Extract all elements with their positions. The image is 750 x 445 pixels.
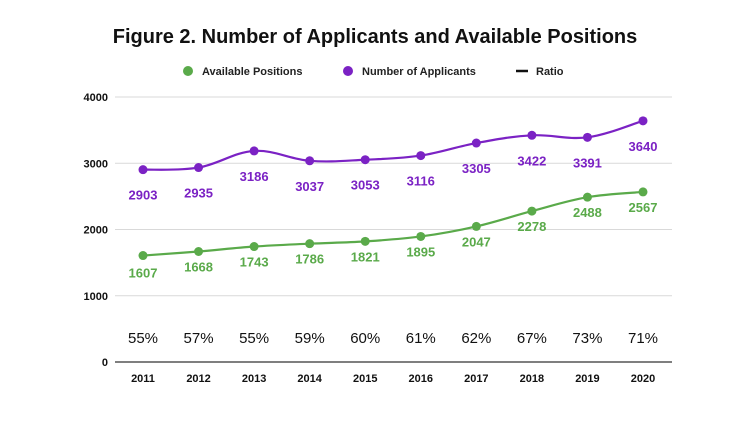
available-positions-point <box>471 221 481 231</box>
applicants-data-label: 3037 <box>295 179 324 194</box>
available-positions-point <box>305 239 315 249</box>
applicants-data-label: 3116 <box>407 174 435 189</box>
ratio-label: 67% <box>517 330 547 347</box>
available-positions-data-label: 1743 <box>240 255 269 270</box>
ratio-label: 62% <box>461 330 491 347</box>
applicants-point <box>194 163 204 173</box>
available-positions-data-label: 1668 <box>184 259 213 274</box>
applicants-data-label: 3391 <box>573 155 602 170</box>
ratio-label: 55% <box>128 330 158 347</box>
x-tick-label: 2011 <box>131 373 155 385</box>
applicants-data-label: 3186 <box>240 169 269 184</box>
available-positions-point <box>194 246 204 256</box>
ratio-label: 60% <box>350 330 380 347</box>
applicants-data-label: 2935 <box>184 186 213 201</box>
ratio-label: 61% <box>406 330 436 347</box>
x-tick-label: 2014 <box>297 373 322 385</box>
applicants-point <box>527 130 537 140</box>
applicants-point <box>471 138 481 148</box>
available-positions-data-label: 1607 <box>129 266 158 281</box>
y-tick-label: 2000 <box>84 225 108 237</box>
applicants-point <box>138 165 148 175</box>
available-positions-data-label: 2278 <box>517 219 546 234</box>
applicants-line <box>142 119 644 171</box>
available-positions-point <box>527 206 537 216</box>
x-tick-label: 2013 <box>242 373 266 385</box>
x-tick-label: 2012 <box>186 373 210 385</box>
available-positions-data-label: 2047 <box>462 234 491 249</box>
legend-available-positions-label: Available Positions <box>202 66 302 78</box>
x-tick-label: 2016 <box>409 373 433 385</box>
applicants-data-label: 2903 <box>129 188 158 203</box>
chart-title: Figure 2. Number of Applicants and Avail… <box>112 26 638 48</box>
applicants-point <box>305 156 315 166</box>
ratio-label: 71% <box>628 330 658 347</box>
available-positions-data-label: 1895 <box>406 244 435 259</box>
applicants-data-label: 3305 <box>462 161 491 176</box>
available-positions-point <box>638 187 648 197</box>
legend-available-positions-marker <box>183 66 193 76</box>
available-positions-line <box>142 190 644 257</box>
available-positions-data-label: 2488 <box>573 205 602 220</box>
y-tick-label: 4000 <box>84 92 108 104</box>
applicants-point <box>638 116 648 126</box>
applicants-point <box>416 151 426 161</box>
available-positions-point <box>360 236 370 246</box>
x-tick-label: 2018 <box>520 373 544 385</box>
x-tick-label: 2015 <box>353 373 377 385</box>
ratio-label: 59% <box>295 330 325 347</box>
y-tick-label: 3000 <box>84 158 108 170</box>
applicants-data-label: 3640 <box>629 139 658 154</box>
legend-applicants-marker <box>343 66 353 76</box>
legend-applicants-label: Number of Applicants <box>362 66 476 78</box>
ratio-label: 57% <box>184 330 214 347</box>
applicants-data-label: 3422 <box>517 153 546 168</box>
available-positions-point <box>138 251 148 261</box>
available-positions-point <box>582 192 592 202</box>
available-positions-point <box>249 242 259 252</box>
legend-ratio-label: Ratio <box>536 66 564 78</box>
available-positions-data-label: 1821 <box>351 249 380 264</box>
available-positions-point <box>416 231 426 241</box>
applicants-point <box>360 155 370 165</box>
ratio-label: 55% <box>239 330 269 347</box>
applicants-point <box>249 146 259 156</box>
x-tick-label: 2020 <box>631 373 655 385</box>
y-tick-label: 1000 <box>84 291 108 303</box>
applicants-point <box>582 132 592 142</box>
available-positions-data-label: 1786 <box>295 252 324 267</box>
available-positions-data-label: 2567 <box>629 200 658 215</box>
x-tick-label: 2019 <box>575 373 599 385</box>
ratio-label: 73% <box>572 330 602 347</box>
y-tick-label: 0 <box>102 357 108 369</box>
x-tick-label: 2017 <box>464 373 488 385</box>
applicants-data-label: 3053 <box>351 178 380 193</box>
